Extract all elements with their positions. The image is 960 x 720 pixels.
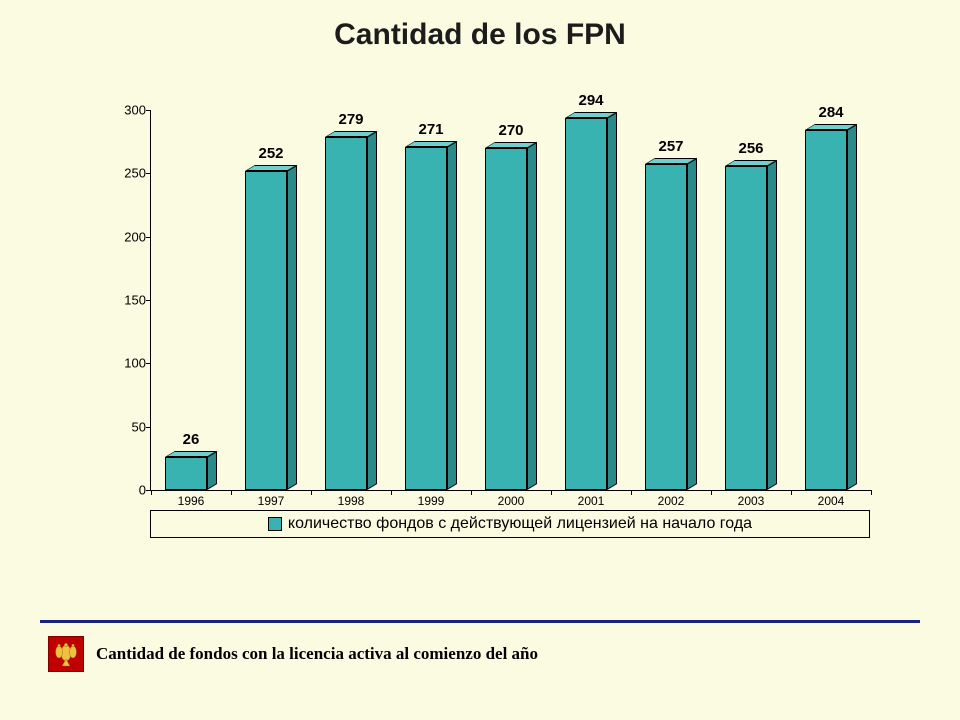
bar [471,110,551,490]
x-tick-label: 1997 [231,494,311,508]
bar-value-label: 270 [481,122,541,139]
x-tick-label: 2003 [711,494,791,508]
footer-text: Cantidad de fondos con la licencia activ… [96,644,538,664]
bar-value-label: 257 [641,138,701,155]
bar-value-label: 279 [321,111,381,128]
x-tick-label: 2002 [631,494,711,508]
y-tick-label: 150 [111,293,146,308]
footer: Cantidad de fondos con la licencia activ… [48,636,538,672]
legend-text: количество фондов с действующей лицензие… [288,515,752,533]
plot-area: 0501001502002503002625227927127029425725… [150,110,871,491]
y-tick-label: 50 [111,419,146,434]
chart-legend: количество фондов с действующей лицензие… [150,510,870,538]
bar-value-label: 271 [401,121,461,138]
footer-rule [40,620,920,623]
y-tick-label: 0 [111,483,146,498]
x-tick-label: 1998 [311,494,391,508]
bar [231,110,311,490]
bar-value-label: 284 [801,104,861,121]
legend-swatch [268,517,282,531]
bar-value-label: 294 [561,92,621,109]
bar [551,110,631,490]
y-tick-label: 100 [111,356,146,371]
x-tick-label: 2000 [471,494,551,508]
bar [711,110,791,490]
chart: 0501001502002503002625227927127029425725… [100,100,880,530]
x-tick-label: 1999 [391,494,471,508]
page-title: Cantidad de los FPN [0,0,960,62]
emblem-icon [48,636,84,672]
y-tick-label: 250 [111,166,146,181]
x-tick-label: 2004 [791,494,871,508]
x-tick-label: 2001 [551,494,631,508]
bar-value-label: 26 [161,431,221,448]
bar-value-label: 252 [241,145,301,162]
y-tick-label: 200 [111,229,146,244]
slide: Cantidad de los FPN 0 50 100 150 200 250 300 26… [0,0,960,720]
bar [791,110,871,490]
bar-value-label: 256 [721,140,781,157]
bar [311,110,391,490]
y-tick-label: 300 [111,103,146,118]
bar [631,110,711,490]
bar [391,110,471,490]
x-tick-label: 1996 [151,494,231,508]
